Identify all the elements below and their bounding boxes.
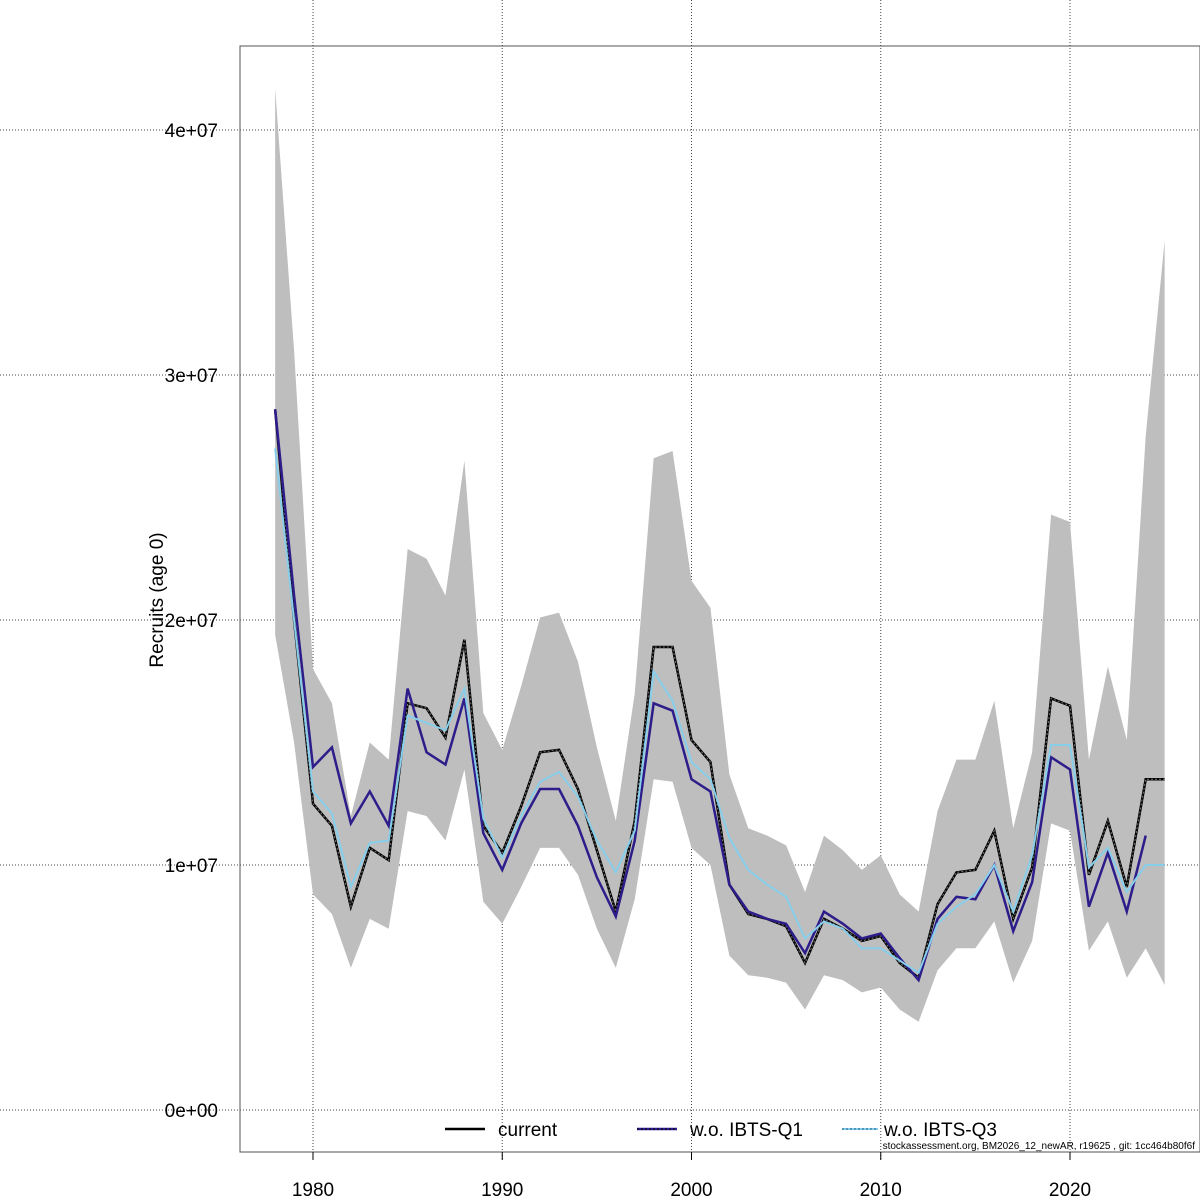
series-line-current-dash: [274, 409, 1165, 979]
confidence-band-area: [275, 88, 1165, 1022]
x-tick-label: 2000: [670, 1180, 712, 1200]
legend-item-current: current: [445, 1120, 558, 1141]
legend-item-q3: w.o. IBTS-Q3: [842, 1120, 997, 1141]
legend-label-q3: w.o. IBTS-Q3: [883, 1120, 997, 1141]
legend-label-q1: w.o. IBTS-Q1: [689, 1120, 803, 1141]
y-tick-label: 1e+07: [165, 856, 218, 877]
grid-lines: [0, 0, 1200, 1160]
y-axis: 0e+00 1e+07 2e+07 3e+07 4e+07: [165, 121, 218, 1122]
legend-label-current: current: [498, 1120, 558, 1141]
y-axis-label: Recruits (age 0): [147, 532, 168, 667]
y-tick-label: 4e+07: [165, 121, 218, 142]
footnote: stockassessment.org, BM2026_12_newAR, r1…: [883, 1141, 1196, 1152]
confidence-band: [275, 88, 1165, 1022]
x-axis: 1980 1990 2000 2010 2020: [292, 1152, 1091, 1200]
x-tick-label: 1990: [481, 1180, 523, 1200]
series-line-q3: [274, 448, 1165, 975]
plot-box: [239, 45, 1200, 1153]
series-lines: [273, 409, 1165, 983]
x-tick-label: 2010: [860, 1180, 902, 1200]
y-tick-label: 2e+07: [165, 611, 218, 632]
legend-item-q1: w.o. IBTS-Q1: [637, 1120, 803, 1141]
y-tick-label: 0e+00: [165, 1101, 218, 1122]
x-tick-label: 2020: [1049, 1180, 1091, 1200]
series-line-q1: [273, 409, 1147, 983]
y-tick-label: 3e+07: [165, 366, 218, 387]
legend: current w.o. IBTS-Q1 w.o. IBTS-Q3: [445, 1120, 997, 1141]
x-tick-label: 1980: [292, 1180, 334, 1200]
